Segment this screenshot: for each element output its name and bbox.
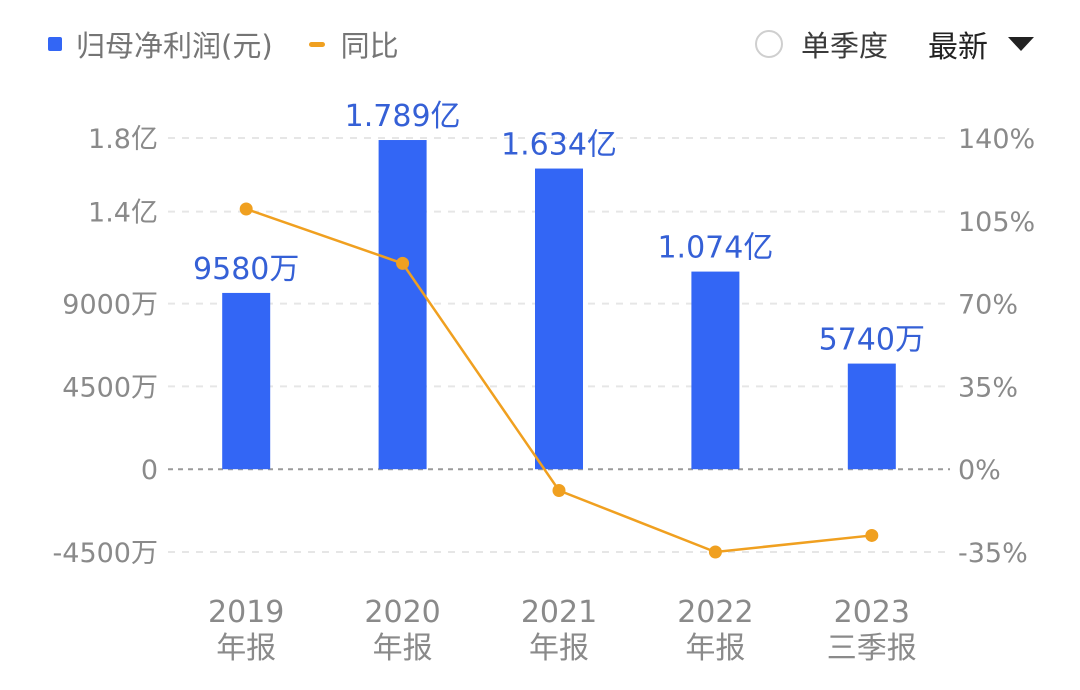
legend-profit-label: 归母净利润(元) [76, 29, 273, 63]
y-right-tick-label: 35% [958, 372, 1018, 403]
chart-controls: 单季度 最新 [754, 22, 1034, 66]
x-tick-period: 年报 [685, 631, 745, 666]
yoy-point[interactable] [239, 202, 253, 216]
legend-yoy-label: 同比 [340, 29, 399, 63]
x-tick-period: 年报 [529, 631, 589, 666]
y-right-tick-label: 70% [958, 290, 1018, 321]
y-left-tick-label: 1.8亿 [88, 124, 158, 155]
period-dropdown[interactable]: 最新 [928, 22, 1034, 66]
bar-series [222, 140, 896, 470]
y-right-tick-label: 0% [958, 455, 1001, 486]
y-left-tick-label: 9000万 [62, 290, 158, 321]
x-tick-year: 2023 [834, 595, 910, 630]
profit-bar[interactable] [378, 140, 427, 470]
profit-bar[interactable] [691, 271, 740, 470]
yoy-point[interactable] [396, 256, 410, 270]
bar-value-label: 1.074亿 [657, 231, 773, 266]
y-right-tick-label: -35% [958, 538, 1028, 569]
x-tick-period: 年报 [216, 631, 276, 666]
bar-value-label: 9580万 [193, 252, 299, 287]
y-left-tick-label: 4500万 [62, 372, 158, 403]
line-series [239, 202, 879, 559]
x-tick-year: 2022 [677, 595, 753, 630]
y-left-tick-label: 0 [141, 455, 158, 486]
chart-legend: 归母净利润(元) 同比 [48, 22, 435, 66]
legend-item-profit[interactable]: 归母净利润(元) [48, 23, 273, 65]
x-tick-period: 年报 [373, 631, 433, 666]
bar-value-label: 1.789亿 [345, 99, 461, 134]
legend-line-swatch [308, 41, 325, 47]
single-quarter-radio[interactable] [754, 30, 783, 58]
x-tick-year: 2019 [208, 595, 284, 630]
profit-bar[interactable] [847, 363, 896, 470]
y-axis-left: -4500万 0 4500万 9000万 1.4亿 1.8亿 [53, 124, 158, 569]
bar-value-label: 1.634亿 [501, 128, 617, 163]
bar-value-labels: 9580万 1.789亿 1.634亿 1.074亿 5740万 [193, 99, 925, 358]
y-left-tick-label: -4500万 [53, 538, 158, 569]
profit-bar[interactable] [222, 292, 271, 470]
legend-bar-swatch [48, 37, 62, 51]
y-right-tick-label: 105% [958, 207, 1035, 238]
yoy-point[interactable] [865, 528, 879, 542]
single-quarter-label[interactable]: 单季度 [800, 29, 888, 63]
caret-down-icon [1008, 37, 1034, 51]
x-tick-period: 三季报 [827, 631, 917, 666]
legend-item-yoy[interactable]: 同比 [308, 23, 399, 65]
y-right-tick-label: 140% [958, 124, 1035, 155]
period-dropdown-label: 最新 [928, 30, 988, 65]
y-axis-right: -35% 0% 35% 70% 105% 140% [958, 124, 1035, 569]
yoy-point[interactable] [708, 545, 722, 559]
profit-bar[interactable] [535, 168, 583, 470]
yoy-point[interactable] [552, 483, 566, 497]
x-tick-year: 2021 [521, 595, 597, 630]
y-left-tick-label: 1.4亿 [88, 198, 158, 229]
bar-value-label: 5740万 [819, 323, 925, 358]
x-tick-year: 2020 [364, 595, 440, 630]
